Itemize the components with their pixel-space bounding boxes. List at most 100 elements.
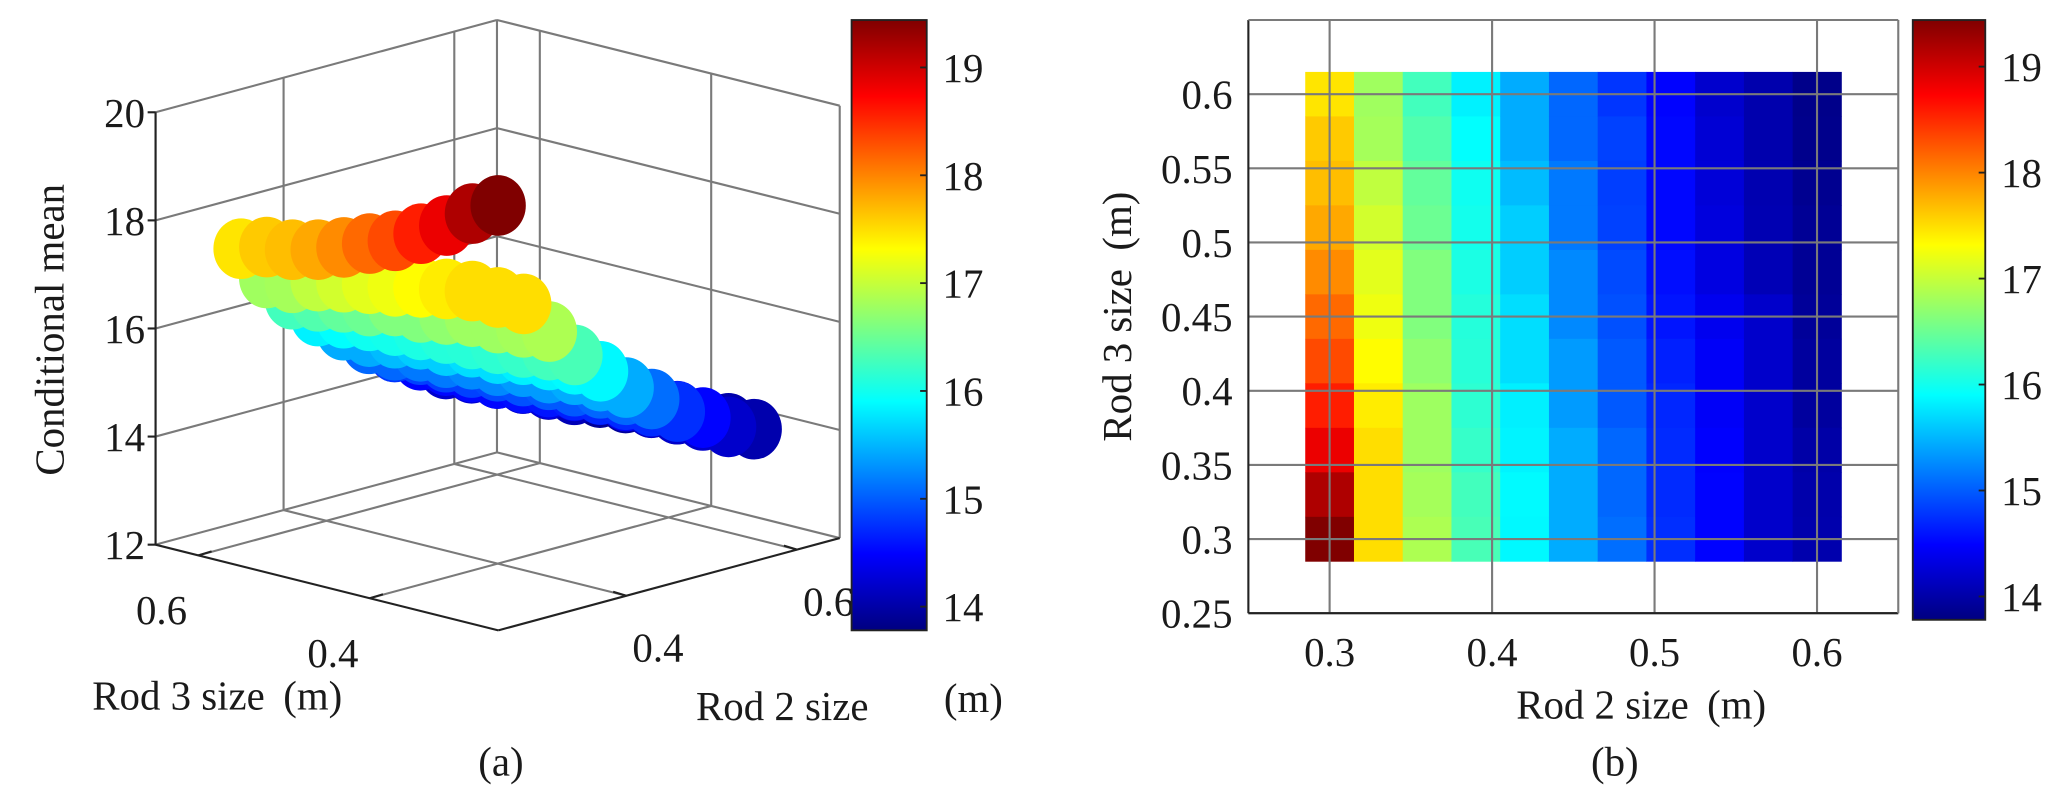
rod3-label-text: Rod 3 size (92, 673, 264, 718)
x-axis-label-b: Rod 2 size (m) (1516, 683, 1766, 728)
wall-gridline-z (496, 451, 840, 540)
heatmap-cell (1500, 116, 1550, 162)
heatmap-cell (1353, 116, 1404, 162)
heatmap-cell (1500, 427, 1550, 473)
rod2-label-unit-b: (m) (1707, 683, 1766, 728)
colorbar-a: 14 15 16 17 18 19 (850, 19, 984, 632)
heatmap-cell (1353, 205, 1404, 251)
heatmap-cell (1451, 472, 1501, 518)
rod2-tick-label: 0.6 (803, 580, 854, 625)
z-tick-label: 14 (104, 415, 145, 460)
y-tick-label: 0.25 (1161, 592, 1233, 637)
heatmap-cell (1353, 338, 1404, 384)
heatmap-cell (1353, 472, 1404, 518)
z-tick-label: 20 (104, 91, 145, 136)
y-tick-label: 0.45 (1161, 295, 1233, 340)
rod3-tick-mark (369, 593, 384, 600)
rod3-tick-label: 0.6 (136, 588, 187, 633)
rod3-label-text-b: Rod 3 size (1095, 269, 1140, 442)
colorbar-tick-label: 19 (943, 46, 984, 91)
scatter-points (213, 175, 782, 460)
y-tick-label: 0.6 (1181, 73, 1232, 118)
x-tick-label: 0.3 (1304, 630, 1355, 675)
heatmap-cell (1353, 249, 1404, 295)
y-tick-label: 0.3 (1181, 518, 1232, 563)
heatmap-cell (1695, 116, 1745, 162)
x-tick-label: 0.5 (1629, 630, 1680, 675)
scatter-point (496, 273, 552, 335)
heatmap-cell (1743, 427, 1794, 473)
heatmap-cell (1548, 472, 1599, 518)
heatmap-cell (1451, 427, 1501, 473)
colorbar-tick-label: 16 (943, 369, 984, 414)
heatmap-cell (1548, 427, 1599, 473)
heatmap-cell (1353, 427, 1404, 473)
wall-gridline-z (155, 18, 498, 114)
z-tick-label: 18 (104, 199, 145, 244)
wall-gridline-z (496, 18, 840, 107)
heatmap-cell (1597, 338, 1647, 384)
heatmap-cell (1402, 205, 1452, 251)
wall-gridline-z (496, 127, 840, 215)
heatmap-cell (1548, 338, 1599, 384)
heatmap-cell (1500, 338, 1550, 384)
y-tick-label: 0.35 (1161, 443, 1233, 488)
colorbar-tick-label: 19 (2001, 45, 2042, 90)
y-tick-label: 0.4 (1181, 369, 1232, 414)
colorbar-tick-label: 17 (943, 262, 984, 307)
y-tick-label: 0.55 (1161, 147, 1233, 192)
x-axis-label-rod2-unit: (m) (944, 676, 1003, 721)
floor-gridline-y (198, 462, 541, 557)
colorbar-tick-label: 17 (2001, 257, 2042, 302)
colorbar-gradient-b (1911, 19, 1987, 621)
heatmap-cell (1451, 338, 1501, 384)
x-tick-label: 0.6 (1791, 630, 1842, 675)
z-tick-label: 16 (104, 307, 145, 352)
y-axis-label-b: Rod 3 size (m) (1095, 192, 1140, 442)
z-axis-label: Conditional mean (27, 184, 72, 476)
heatmap-cell (1402, 338, 1452, 384)
colorbar-tick-label: 14 (943, 585, 984, 630)
rod3-label-unit: (m) (283, 673, 342, 718)
rod2-axis-line (498, 537, 840, 632)
rod3-axis-line (155, 543, 499, 632)
colorbar-tick-label: 16 (2001, 363, 2042, 408)
heatmap-cell (1695, 205, 1745, 251)
heatmap-cell (1597, 205, 1647, 251)
heatmap-axes: 0.3 0.4 0.5 0.6 0.25 0.3 0.35 0.4 0.45 0.5 0.55 0.6 (1161, 18, 1900, 675)
heatmap-cell (1402, 427, 1452, 473)
rod2-label-text-b: Rod 2 size (1516, 683, 1689, 728)
colorbar-gradient-a (850, 19, 928, 632)
x-tick-label: 0.4 (1467, 630, 1518, 675)
heatmap-cell (1451, 116, 1501, 162)
panel-b-heatmap: Rod 3 size (m) Rod 2 size (m) (b) 14 15 16 17… (1095, 18, 2042, 784)
colorbar-tick-label: 15 (943, 477, 984, 522)
3d-axes (147, 111, 840, 632)
heatmap-cell (1548, 116, 1599, 162)
heatmap-cell (1597, 472, 1647, 518)
heatmap-cell (1695, 249, 1745, 295)
z-tick-label: 12 (104, 523, 145, 568)
heatmap-cell (1548, 249, 1599, 295)
heatmap-cell (1402, 249, 1452, 295)
heatmap-cell (1451, 205, 1501, 251)
rod3-tick-label: 0.4 (307, 631, 358, 676)
heatmap-cell (1597, 249, 1647, 295)
rod3-label-unit-b: (m) (1095, 192, 1140, 251)
panel-label-a: (a) (478, 739, 523, 784)
heatmap-cell (1695, 427, 1745, 473)
heatmap-cell (1597, 427, 1647, 473)
colorbar-tick-label: 18 (2001, 151, 2042, 196)
colorbar-tick-label: 18 (943, 154, 984, 199)
rod2-tick-mark (783, 544, 798, 551)
colorbar-tick-label: 14 (2001, 575, 2042, 620)
heatmap-cell (1695, 472, 1745, 518)
floor-gridline-y (369, 504, 712, 600)
floor-gridline-x (283, 509, 627, 597)
x-axis-label-rod2: Rod 2 size (696, 684, 869, 729)
panel-label-b: (b) (1591, 739, 1639, 784)
y-tick-label: 0.5 (1181, 221, 1232, 266)
rod2-tick-mark (612, 590, 627, 597)
